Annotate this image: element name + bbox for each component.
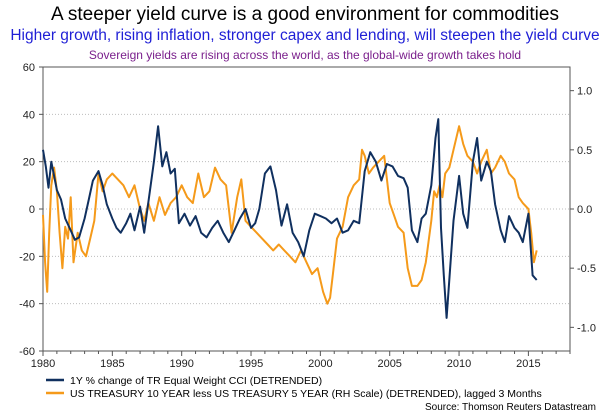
left-tick-label: -40 [19,299,35,311]
x-tick-label: 1980 [31,358,55,370]
left-tick-label: 20 [23,157,35,169]
right-tick-label: 1.0 [577,86,592,98]
left-tick-label: 60 [23,62,35,74]
right-tick-label: 0.0 [577,204,592,216]
legend-label-cci: 1Y % change of TR Equal Weight CCI (DETR… [70,375,322,387]
x-tick-label: 2000 [308,358,332,370]
x-tick-label: 1985 [100,358,124,370]
chart-title: A steeper yield curve is a good environm… [51,4,559,25]
left-tick-label: 40 [23,109,35,121]
right-tick-label: -0.5 [577,263,596,275]
x-axis-ticks: 1980 1985 1990 1995 2000 2005 2010 2015 [31,351,571,370]
right-axis-ticks: -1.0 -0.5 0.0 0.5 1.0 [570,86,596,334]
chart-grid [43,66,570,352]
legend-label-treasury: US TREASURY 10 YEAR less US TREASURY 5 Y… [70,388,542,400]
left-axis-ticks: -60 -40 -20 0 20 40 60 [19,62,43,358]
series-line-cci [42,118,538,319]
left-tick-label: -60 [19,346,35,358]
left-tick-label: -20 [19,251,35,263]
right-tick-label: 0.5 [577,145,592,157]
source-note: Source: Thomson Reuters Datastream [425,402,596,413]
x-tick-label: 1990 [169,358,193,370]
left-tick-label: 0 [29,204,35,216]
x-tick-label: 2015 [516,358,540,370]
x-tick-label: 1995 [239,358,263,370]
x-tick-label: 2010 [447,358,471,370]
series-layer [42,118,538,319]
x-tick-label: 2005 [377,358,401,370]
right-tick-label: -1.0 [577,322,596,334]
chart-subtitle: Higher growth, rising inflation, stronge… [10,27,600,44]
chart-subtitle-secondary: Sovereign yields are rising across the w… [88,48,522,62]
